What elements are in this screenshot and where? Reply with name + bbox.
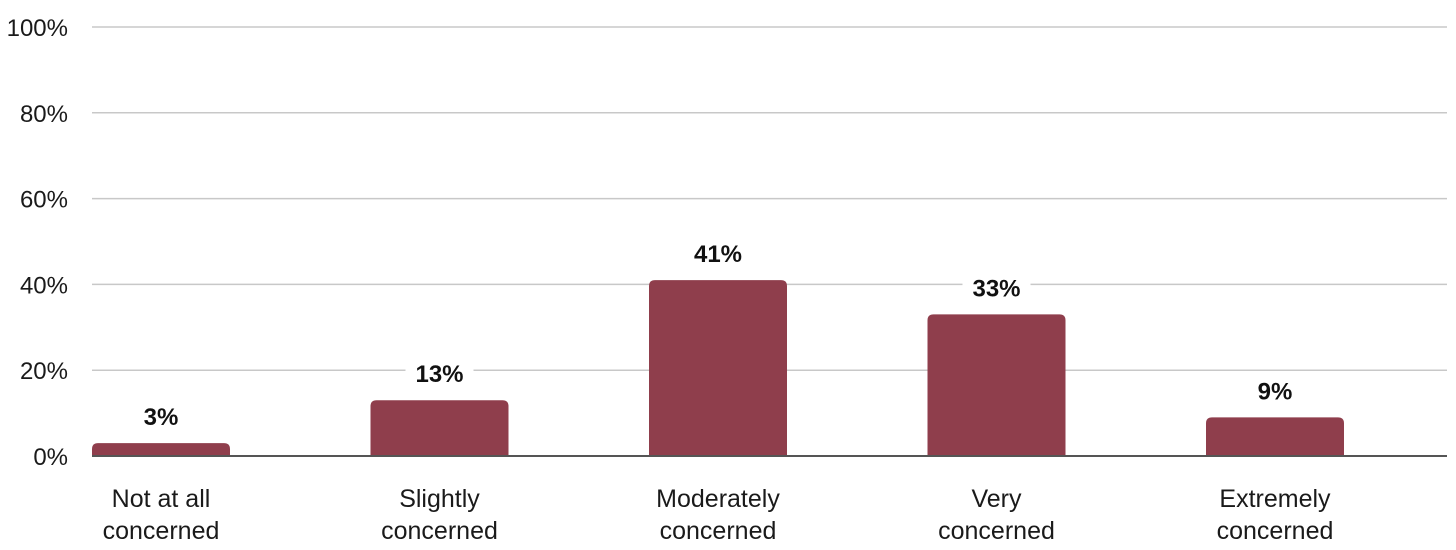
- bar: [370, 400, 509, 456]
- data-label: 9%: [1258, 378, 1293, 405]
- data-labels: 3% 13% 41% 33% 9%: [127, 241, 1309, 434]
- y-axis-tick-labels: 0% 20% 40% 60% 80% 100%: [7, 15, 68, 471]
- x-category-label: Very: [971, 485, 1022, 513]
- bar: [927, 314, 1066, 456]
- data-label-background: [962, 276, 1031, 305]
- y-tick-label: 0%: [33, 444, 68, 471]
- x-category-label: Extremely: [1219, 485, 1331, 513]
- bars: [92, 280, 1344, 456]
- data-label: 3%: [144, 404, 179, 431]
- data-label-background: [684, 242, 752, 271]
- data-label: 41%: [694, 241, 742, 268]
- data-label: 13%: [415, 361, 463, 388]
- y-tick-label: 100%: [7, 15, 68, 42]
- bar: [649, 280, 787, 456]
- x-category-label: Slightly: [399, 485, 480, 513]
- x-category-label: concerned: [938, 517, 1055, 545]
- x-axis-category-labels: Not at all concerned Slightly concerned Mode…: [103, 485, 1334, 545]
- data-label-background: [127, 405, 195, 434]
- x-category-label: concerned: [381, 517, 498, 545]
- gridlines: [92, 26, 1447, 371]
- y-tick-label: 40%: [20, 272, 68, 299]
- bar: [1206, 417, 1344, 456]
- x-category-label: Moderately: [656, 485, 780, 513]
- x-category-label: concerned: [103, 517, 220, 545]
- bar: [92, 443, 230, 456]
- data-label: 33%: [972, 275, 1020, 302]
- data-label-background: [405, 362, 474, 391]
- data-label-background: [1241, 379, 1309, 408]
- x-category-label: Not at all: [112, 485, 211, 513]
- y-tick-label: 60%: [20, 187, 68, 214]
- y-tick-label: 20%: [20, 358, 68, 385]
- x-category-label: concerned: [660, 517, 777, 545]
- x-category-label: concerned: [1217, 517, 1334, 545]
- y-tick-label: 80%: [20, 101, 68, 128]
